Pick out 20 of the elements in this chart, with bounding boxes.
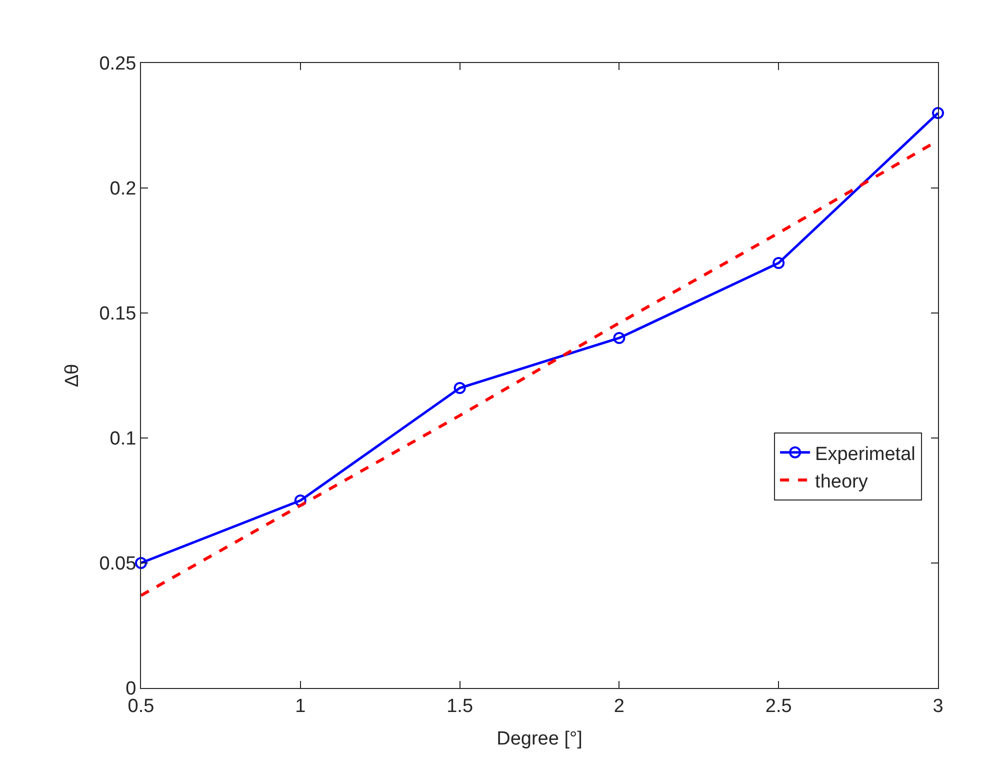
y-axis-title: Δθ [62, 364, 84, 388]
x-tick-label: 1 [295, 696, 306, 717]
x-tick-label: 3 [932, 696, 944, 717]
y-tick-label: 0.15 [99, 304, 136, 325]
x-tick-label: 2 [614, 696, 624, 717]
y-tick-label: 0.2 [110, 178, 136, 200]
y-tick-label: 0.05 [99, 554, 136, 575]
point [135, 557, 147, 569]
y-tick-label: 0.25 [99, 54, 136, 75]
point [454, 382, 466, 394]
point [932, 107, 944, 119]
point [294, 494, 306, 506]
y-tick-label: 0.1 [110, 428, 136, 450]
point [772, 257, 785, 269]
legend-label: Experimetal [815, 444, 916, 465]
x-tick-label: 2.5 [765, 696, 792, 717]
x-tick-label: 1.5 [446, 696, 474, 717]
x-axis-title: Degree [°] [496, 728, 582, 750]
point [613, 332, 626, 344]
legend-label: theory [815, 471, 868, 492]
